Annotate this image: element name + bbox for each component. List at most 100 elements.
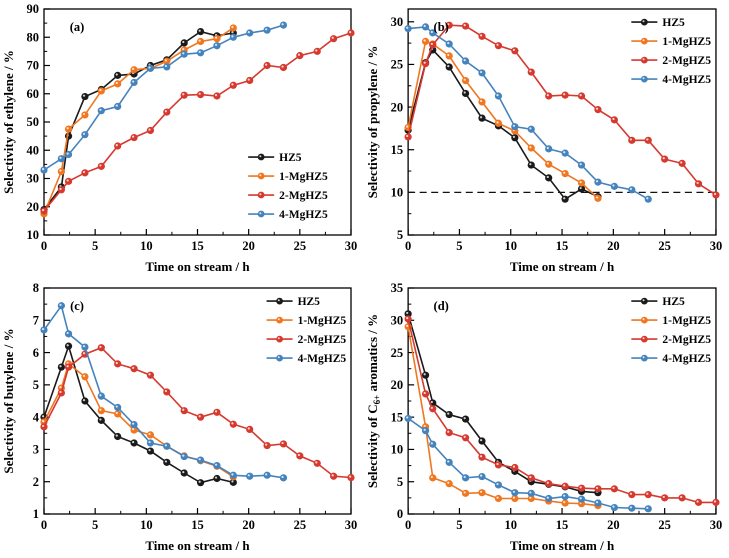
x-axis-title: Time on stream / h <box>145 259 250 274</box>
legend-item-2-MgHZ5: 2-MgHZ5 <box>266 334 347 346</box>
data-point-marker <box>494 92 503 100</box>
data-point-marker <box>246 76 254 85</box>
legend-label: 2-MgHZ5 <box>298 334 347 346</box>
legend-marker <box>257 153 265 161</box>
legend-marker <box>257 191 265 199</box>
data-point-marker <box>429 440 437 448</box>
data-point-marker <box>494 481 503 489</box>
legend-label: 2-MgHZ5 <box>662 334 711 346</box>
legend-item-HZ5: HZ5 <box>266 296 320 308</box>
y-tick-label: 3 <box>33 443 39 457</box>
y-tick-label: 30 <box>391 314 404 328</box>
data-point-marker <box>461 434 470 442</box>
data-point-marker <box>246 472 254 480</box>
data-point-marker <box>97 344 105 352</box>
data-point-marker <box>40 166 48 174</box>
y-tick-label: 5 <box>33 378 39 392</box>
data-point-marker <box>81 131 89 139</box>
data-point-marker <box>114 403 122 412</box>
legend-label: 2-MgHZ5 <box>662 55 711 67</box>
x-tick-label: 5 <box>92 518 98 532</box>
legend-marker <box>640 335 648 343</box>
data-point-marker <box>97 107 105 115</box>
x-tick-label: 30 <box>345 518 358 532</box>
data-point-marker <box>81 111 89 119</box>
data-point-marker <box>594 194 602 202</box>
data-point-marker <box>404 310 412 318</box>
y-tick-label: 5 <box>397 228 403 242</box>
data-point-marker <box>527 144 535 152</box>
data-point-marker <box>213 35 221 43</box>
x-tick-label: 20 <box>607 239 620 253</box>
data-point-marker <box>429 41 437 49</box>
legend-label: HZ5 <box>279 152 302 164</box>
data-point-marker <box>64 342 73 350</box>
data-point-marker <box>196 413 205 421</box>
y-tick-label: 60 <box>27 87 40 101</box>
data-point-marker <box>527 125 535 133</box>
data-point-marker <box>461 89 470 98</box>
data-point-marker <box>478 114 486 122</box>
legend-item-HZ5: HZ5 <box>248 152 302 164</box>
data-point-marker <box>180 39 188 47</box>
data-point-marker <box>527 161 535 169</box>
x-tick-label: 15 <box>191 239 204 253</box>
data-point-marker <box>561 91 569 99</box>
data-point-marker <box>511 123 519 131</box>
data-point-marker <box>97 87 105 95</box>
data-point-marker <box>57 186 65 194</box>
legend-marker <box>276 335 283 343</box>
data-point-marker <box>461 474 470 482</box>
panel-label: (d) <box>434 299 449 313</box>
data-point-marker <box>114 360 122 368</box>
y-tick-label: 10 <box>27 228 40 242</box>
data-point-marker <box>130 78 138 87</box>
y-axis: 10 20 30 40 50 60 70 80 90 <box>27 2 50 242</box>
data-point-marker <box>64 150 73 159</box>
y-tick-label: 7 <box>33 313 39 327</box>
series-1-MgHZ5 <box>40 24 237 218</box>
data-point-marker <box>279 63 288 72</box>
data-point-marker <box>445 63 453 71</box>
data-point-marker <box>180 407 188 415</box>
data-point-marker <box>64 363 73 371</box>
data-point-marker <box>610 503 618 512</box>
data-point-marker <box>545 494 553 503</box>
legend-label: 4-MgHZ5 <box>662 353 711 365</box>
data-point-marker <box>81 169 89 177</box>
data-point-marker <box>445 429 453 437</box>
data-point-marker <box>97 162 105 170</box>
data-point-marker <box>594 106 602 114</box>
data-point-marker <box>478 489 486 497</box>
y-tick-label: 90 <box>27 2 40 16</box>
legend-marker <box>640 75 648 83</box>
x-tick-label: 20 <box>242 518 255 532</box>
data-point-marker <box>445 21 453 29</box>
y-tick-label: 4 <box>33 410 40 424</box>
data-point-marker <box>57 167 65 176</box>
data-point-marker <box>527 474 535 482</box>
data-point-marker <box>429 474 437 482</box>
data-point-marker <box>545 480 553 488</box>
data-point-marker <box>644 136 652 144</box>
data-point-marker <box>461 415 470 423</box>
data-point-marker <box>57 363 65 371</box>
data-point-marker <box>196 37 205 46</box>
legend-item-4-MgHZ5: 4-MgHZ5 <box>631 353 711 365</box>
data-point-marker <box>57 302 65 310</box>
legend: HZ5 1-MgHZ5 2-MgHZ5 4-MgHZ5 <box>631 296 711 365</box>
data-point-marker <box>594 178 602 186</box>
data-point-marker <box>263 441 271 450</box>
legend-marker <box>257 210 265 218</box>
y-axis-title: Selectivity of C6+ aromatics / % <box>365 314 382 488</box>
x-tick-label: 30 <box>345 239 358 253</box>
legend-marker <box>276 316 283 324</box>
data-point-marker <box>279 440 288 448</box>
data-point-marker <box>478 32 486 40</box>
x-tick-label: 10 <box>504 239 517 253</box>
legend-item-1-MgHZ5: 1-MgHZ5 <box>266 315 346 327</box>
y-tick-label: 1 <box>33 507 39 521</box>
panel-label: (c) <box>70 299 84 313</box>
data-point-marker <box>561 169 569 178</box>
y-tick-label: 10 <box>391 186 404 200</box>
